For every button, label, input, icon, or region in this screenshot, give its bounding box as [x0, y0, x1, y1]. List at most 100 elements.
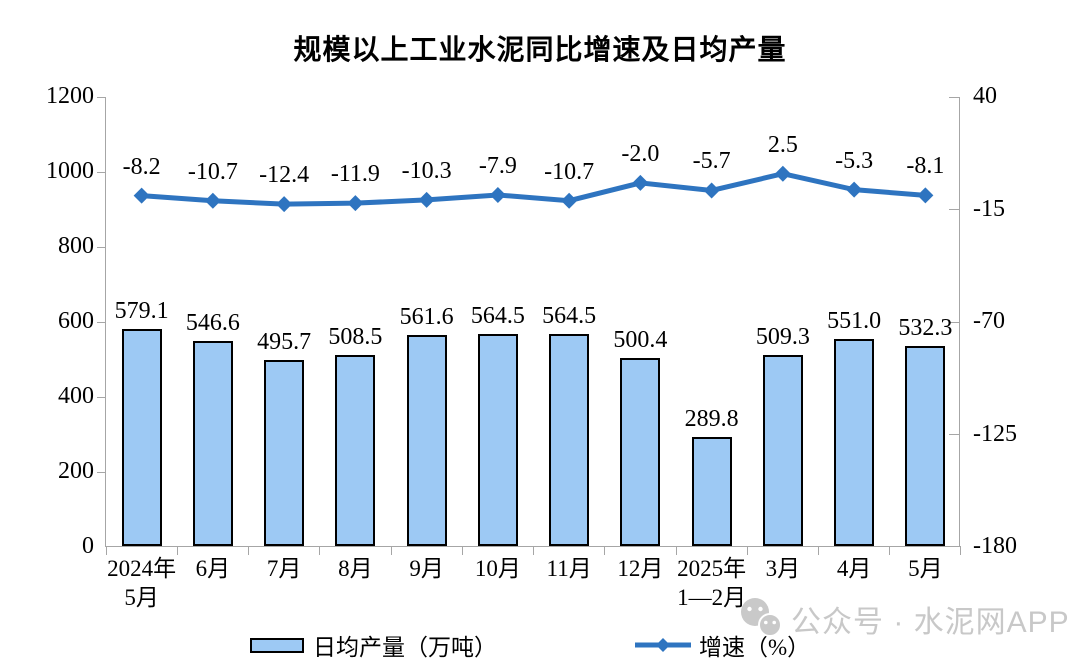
line-value-label: -10.7	[544, 158, 595, 185]
line-marker	[774, 165, 791, 182]
line-marker	[917, 187, 934, 204]
line-marker	[133, 187, 150, 204]
legend-label-growth-rate: 增速（%）	[699, 635, 811, 660]
bar	[834, 339, 875, 546]
x-axis-label: 9月	[409, 556, 444, 581]
line-marker	[418, 191, 435, 208]
bar	[192, 341, 233, 546]
x-axis-tick	[746, 546, 748, 555]
line-legend-swatch	[635, 638, 691, 652]
bar-value-label: 564.5	[470, 303, 525, 330]
x-axis-tick	[960, 546, 961, 555]
x-axis-tick	[604, 546, 606, 555]
line-value-label: -10.7	[187, 158, 238, 185]
right-axis-tick	[949, 434, 959, 435]
line-value-label: -5.7	[692, 148, 731, 175]
right-axis-tick-label: -180	[973, 533, 1017, 559]
bar	[477, 334, 518, 546]
left-axis-tick	[97, 246, 106, 248]
line-marker	[846, 181, 863, 198]
x-axis-tick	[248, 546, 249, 555]
watermark-text: 公众号 · 水泥网APP	[791, 606, 1070, 639]
x-axis-label: 7月	[266, 556, 302, 581]
bar-value-label: 500.4	[613, 327, 668, 354]
left-axis-tick	[97, 471, 106, 473]
line-marker	[276, 196, 293, 213]
line-marker	[204, 192, 221, 209]
bar	[121, 328, 162, 546]
bar	[406, 335, 447, 546]
bar	[264, 360, 305, 546]
bar	[905, 346, 946, 546]
bar-value-label: 551.0	[827, 308, 882, 335]
x-axis-label: 11月	[546, 556, 592, 581]
bar-value-label: 579.1	[114, 297, 169, 324]
x-axis-tick	[818, 546, 819, 555]
chart-title: 规模以上工业水泥同比增速及日均产量	[293, 34, 787, 65]
x-axis-tick	[319, 546, 321, 555]
legend-label-daily-output: 日均产量（万吨）	[313, 635, 497, 660]
x-axis-tick	[675, 546, 677, 555]
bar	[620, 358, 661, 546]
right-axis-tick	[949, 96, 959, 98]
line-value-label: -2.0	[621, 140, 660, 167]
right-axis-tick-label: 40	[973, 83, 997, 109]
line-marker	[632, 174, 649, 191]
right-axis-tick-label: -125	[973, 420, 1017, 447]
right-axis-tick-label: -70	[973, 308, 1005, 334]
bar	[762, 355, 803, 546]
line-value-label: -7.9	[478, 152, 517, 179]
line-marker	[561, 192, 578, 209]
x-axis-tick	[461, 546, 463, 555]
left-axis-tick-label: 400	[58, 383, 94, 409]
line-value-label: -11.9	[330, 161, 380, 188]
line-marker	[489, 186, 506, 203]
x-axis-label: 6月	[195, 556, 231, 581]
line-marker	[703, 182, 720, 199]
growth-line	[133, 165, 934, 213]
bar	[335, 355, 376, 546]
bar-value-label: 289.8	[684, 406, 739, 433]
left-axis-tick-label: 800	[58, 233, 94, 259]
left-axis-tick-label: 200	[58, 458, 94, 484]
x-axis-label: 5月	[908, 556, 943, 581]
left-axis-tick	[97, 96, 106, 98]
right-axis-tick-label: -15	[973, 195, 1005, 222]
x-axis-label: 10月	[474, 556, 521, 581]
x-axis-tick	[390, 546, 392, 555]
legend-item-daily-output: 日均产量（万吨）	[250, 628, 497, 662]
bar-legend-swatch	[250, 637, 304, 653]
bar-value-label: 546.6	[185, 310, 240, 337]
left-axis-tick	[97, 171, 106, 173]
x-axis-tick	[176, 546, 178, 555]
plot-area: 0 200 400 600 800 1000 1200 40 -15 -70 -125 -180 202…	[46, 83, 1017, 610]
line-value-label: -12.4	[259, 162, 310, 189]
bar-value-label: 508.5	[328, 324, 383, 351]
line-value-label: -10.3	[401, 157, 452, 184]
x-axis-label: 4月	[836, 556, 872, 581]
bar-value-label: 561.6	[399, 304, 454, 331]
x-axis-tick	[533, 546, 534, 555]
line-marker	[347, 195, 364, 212]
x-axis-label: 3月	[765, 556, 801, 581]
right-axis-tick	[949, 209, 959, 210]
bar-value-label: 564.5	[542, 303, 597, 330]
x-axis-label: 2025年 1—2月	[677, 556, 747, 610]
line-value-label: -8.2	[122, 153, 161, 180]
line-value-label: -5.3	[835, 147, 874, 174]
x-axis-label: 8月	[338, 556, 373, 581]
left-axis-tick-label: 600	[58, 308, 94, 334]
left-axis-tick	[97, 321, 106, 323]
line-value-label: -8.1	[906, 153, 945, 180]
left-axis-tick	[97, 396, 106, 398]
x-axis-tick	[889, 546, 891, 555]
bar	[549, 334, 590, 546]
right-axis-tick	[949, 321, 959, 323]
left-axis-tick-label: 0	[82, 533, 94, 559]
bar-value-label: 495.7	[257, 329, 312, 356]
line-value-label: 2.5	[767, 131, 798, 158]
x-axis-label: 2024年 5月	[107, 556, 177, 610]
x-axis-label: 12月	[617, 556, 664, 581]
bar	[691, 437, 732, 546]
x-axis-tick	[106, 546, 107, 555]
